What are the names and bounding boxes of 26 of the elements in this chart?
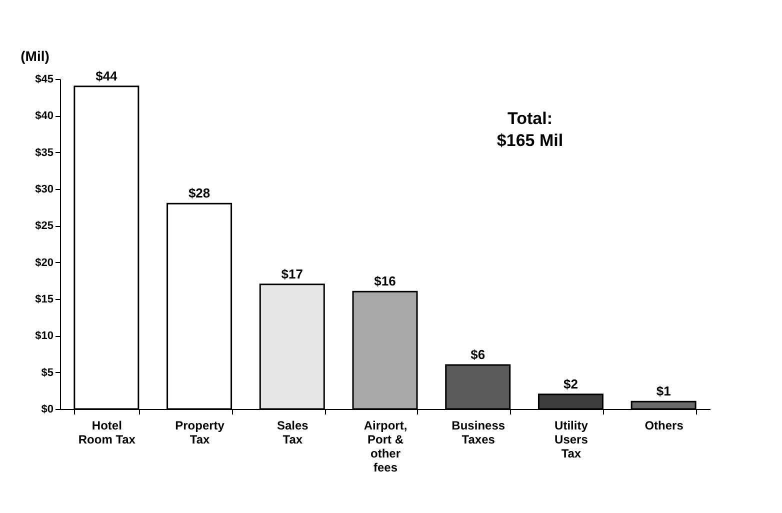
data-label: $17 xyxy=(281,266,303,282)
x-tick-label: Property Tax xyxy=(175,418,225,446)
y-tick-label: $10 xyxy=(35,330,54,342)
x-tick-label: Airport, Port & other fees xyxy=(364,418,408,474)
y-tick-label: $30 xyxy=(35,184,54,196)
data-label: $2 xyxy=(563,376,578,392)
y-tick-label: $35 xyxy=(35,146,54,159)
y-axis-title: (Mil) xyxy=(20,48,50,64)
y-tick-label: $15 xyxy=(35,294,54,306)
data-label: $44 xyxy=(96,68,118,84)
data-label: $16 xyxy=(374,274,396,289)
x-tick-label: Business Taxes xyxy=(452,418,506,446)
x-tick-label: Others xyxy=(644,418,684,432)
y-tick-label: $25 xyxy=(35,220,54,232)
y-tick-label: $40 xyxy=(35,110,54,122)
data-label: $28 xyxy=(188,186,210,201)
x-tick-label: Utility Users Tax xyxy=(554,418,588,460)
annotation: Total: $165 Mil xyxy=(496,109,564,150)
y-tick-label: $5 xyxy=(41,366,54,379)
data-label: $1 xyxy=(656,384,671,399)
x-tick-label: Hotel Room Tax xyxy=(78,418,136,446)
y-tick-label: $0 xyxy=(41,404,54,416)
y-tick-label: $20 xyxy=(35,256,54,269)
y-tick-label: $45 xyxy=(35,74,54,86)
data-label: $6 xyxy=(470,347,486,362)
x-tick-label: Sales Tax xyxy=(276,418,309,446)
